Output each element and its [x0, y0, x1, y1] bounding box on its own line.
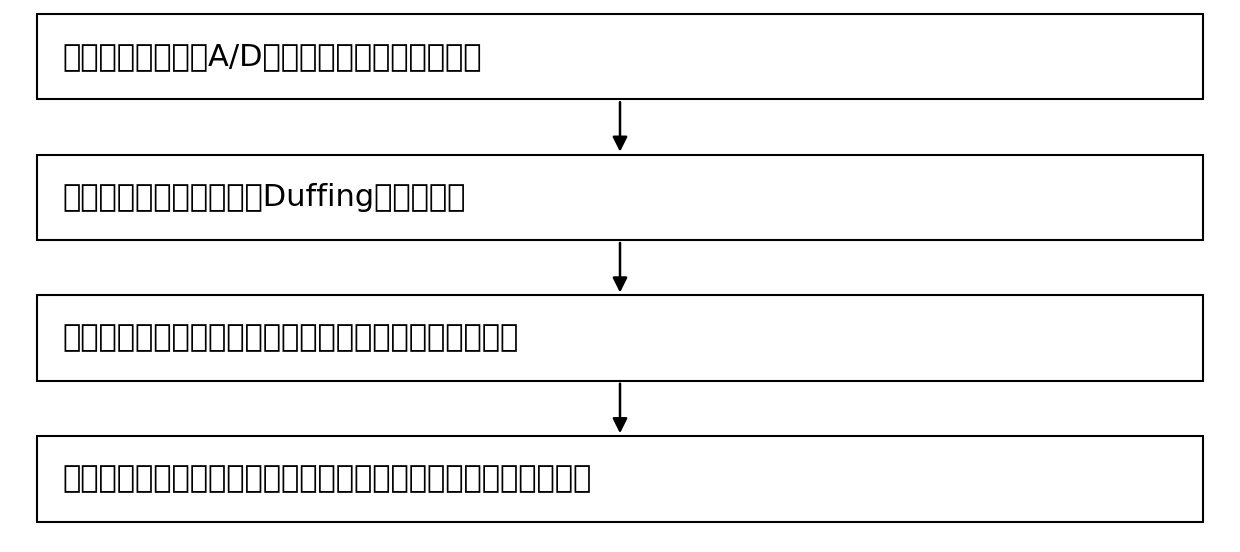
FancyBboxPatch shape — [37, 436, 1203, 522]
Text: 通过定步长四阶龙格库塔法求解振子间的状态变量的差值: 通过定步长四阶龙格库塔法求解振子间的状态变量的差值 — [62, 323, 518, 353]
FancyBboxPatch shape — [37, 14, 1203, 99]
Text: 将待检测信号通过A/D转换器后得到待测数字信号: 将待检测信号通过A/D转换器后得到待测数字信号 — [62, 42, 481, 71]
FancyBboxPatch shape — [37, 295, 1203, 381]
Text: 求解出的振子间的状态变量的差值为待检测信号中的局部放电信号: 求解出的振子间的状态变量的差值为待检测信号中的局部放电信号 — [62, 464, 591, 493]
Text: 将待测数字信号输入耦合Duffing振子系统中: 将待测数字信号输入耦合Duffing振子系统中 — [62, 183, 465, 212]
FancyBboxPatch shape — [37, 155, 1203, 240]
